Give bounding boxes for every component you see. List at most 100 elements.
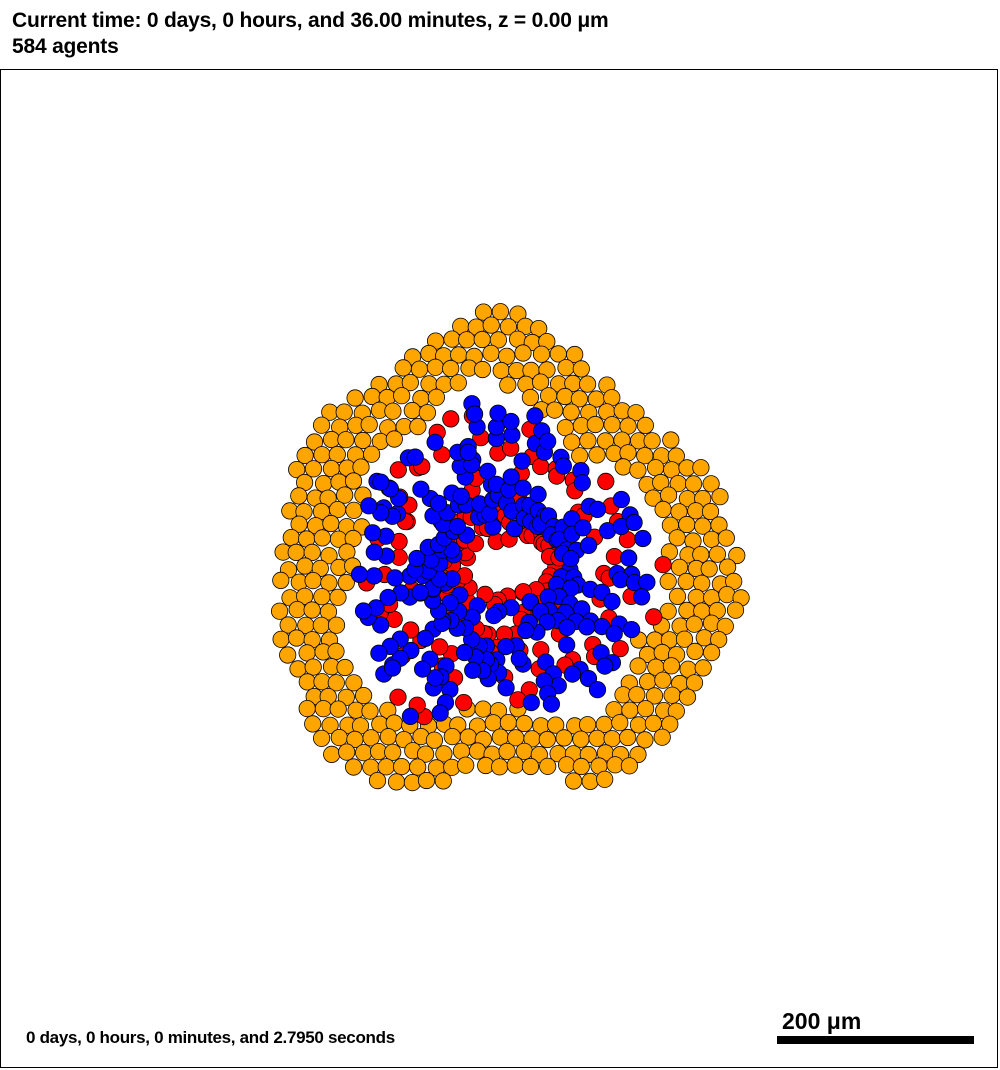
blue-cell <box>578 618 596 636</box>
outer-cell <box>434 772 452 790</box>
blue-cell <box>386 569 404 587</box>
outer-cell <box>304 571 322 590</box>
outer-cell <box>392 757 411 776</box>
outer-cell <box>282 528 300 547</box>
outer-cell <box>629 657 647 675</box>
outer-cell <box>379 728 397 746</box>
outer-cell <box>702 475 720 493</box>
outer-cell <box>327 674 345 692</box>
blue-cell <box>574 519 592 537</box>
outer-cell <box>539 757 557 775</box>
outer-cell <box>643 432 661 450</box>
blue-cell <box>596 657 614 675</box>
blue-cell <box>558 618 576 637</box>
outer-cell <box>409 417 427 436</box>
outer-cell <box>521 757 540 776</box>
outer-cell <box>354 431 372 450</box>
outer-cell <box>458 331 476 349</box>
red-cell <box>597 472 615 490</box>
outer-cell <box>663 686 681 704</box>
outer-cell <box>323 745 341 764</box>
blue-cell <box>633 588 651 606</box>
outer-cell <box>668 529 686 547</box>
outer-cell <box>644 714 663 732</box>
outer-cell <box>360 415 378 434</box>
scale-bar-label: 200 μm <box>782 1008 862 1034</box>
blue-cell <box>416 629 434 648</box>
outer-cell <box>659 602 677 620</box>
outer-cell <box>708 545 727 563</box>
blue-cell <box>455 643 474 662</box>
outer-cell <box>322 514 340 533</box>
outer-cell <box>686 642 704 661</box>
outer-cell <box>645 687 664 705</box>
outer-cell <box>515 742 533 760</box>
outer-cell <box>355 744 373 762</box>
blue-cell <box>464 661 482 679</box>
outer-cell <box>491 303 509 321</box>
outer-cell <box>327 642 345 661</box>
red-cell <box>532 457 550 476</box>
outer-cell <box>312 729 331 747</box>
elapsed-time-text: 0 days, 0 hours, 0 minutes, and 2.7950 s… <box>26 1028 395 1047</box>
outer-cell <box>329 700 347 718</box>
outer-cell <box>279 616 297 634</box>
outer-cell <box>474 303 493 321</box>
outer-cell <box>368 771 387 790</box>
outer-cell <box>557 756 576 774</box>
blue-cell <box>625 513 643 532</box>
outer-cell <box>322 430 341 449</box>
outer-cell <box>717 529 735 547</box>
blue-cell <box>452 487 470 505</box>
outer-cell <box>531 373 550 391</box>
outer-cell <box>304 715 322 733</box>
outer-cell <box>555 729 573 747</box>
blue-cell <box>426 433 444 451</box>
blue-cell <box>579 536 598 555</box>
outer-cell <box>384 743 402 761</box>
outer-cell <box>298 673 316 691</box>
blue-cell <box>411 583 429 602</box>
blue-cell <box>489 404 507 422</box>
outer-cell <box>287 629 306 647</box>
outer-cell <box>336 486 354 504</box>
agent-count-text: 584 agents <box>12 35 119 58</box>
outer-cell <box>614 458 632 476</box>
outer-cell <box>606 756 624 774</box>
outer-cell <box>692 459 710 477</box>
red-cell <box>455 693 473 712</box>
outer-cell <box>652 473 670 492</box>
blue-cell <box>406 448 424 466</box>
outer-cell <box>435 745 453 763</box>
outer-cell <box>532 345 551 363</box>
blue-cell <box>588 681 607 699</box>
outer-cell <box>443 330 461 348</box>
outer-cell <box>338 743 356 761</box>
outer-cell <box>298 699 316 718</box>
outer-cell <box>296 557 314 575</box>
outer-cell <box>290 487 308 505</box>
blue-cell <box>383 659 402 677</box>
outer-cell <box>586 415 604 434</box>
outer-cell <box>695 629 713 647</box>
outer-cell <box>473 360 492 379</box>
header: Current time: 0 days, 0 hours, and 36.00… <box>12 8 992 60</box>
outer-cell <box>659 572 677 591</box>
outer-cell <box>700 560 718 578</box>
blue-cell <box>431 704 449 722</box>
outer-cell <box>279 646 297 664</box>
outer-cell <box>670 503 688 521</box>
red-cell <box>389 688 407 706</box>
blue-cell <box>459 443 477 461</box>
outer-cell <box>352 458 370 476</box>
outer-cell <box>312 416 331 434</box>
outer-cell <box>468 742 487 760</box>
outer-cell <box>654 671 672 689</box>
outer-cell <box>482 316 500 334</box>
blue-cell <box>408 549 426 568</box>
red-cell <box>431 638 449 656</box>
blue-cell <box>485 606 503 625</box>
blue-cell <box>517 621 535 640</box>
outer-cell <box>499 376 517 394</box>
blue-cell <box>365 567 383 585</box>
